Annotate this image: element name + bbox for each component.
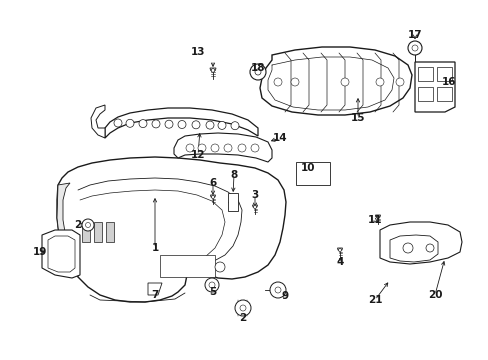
- Polygon shape: [57, 183, 78, 277]
- Circle shape: [230, 122, 239, 130]
- Text: 18: 18: [250, 63, 264, 73]
- Text: 2: 2: [74, 220, 81, 230]
- Circle shape: [215, 262, 224, 272]
- Circle shape: [402, 243, 412, 253]
- Polygon shape: [375, 215, 380, 217]
- Circle shape: [198, 144, 205, 152]
- Polygon shape: [260, 47, 411, 115]
- Circle shape: [425, 244, 433, 252]
- Circle shape: [211, 69, 214, 72]
- Circle shape: [375, 78, 383, 86]
- Bar: [436, 67, 451, 81]
- Polygon shape: [295, 162, 329, 185]
- Circle shape: [139, 120, 147, 127]
- Polygon shape: [414, 62, 454, 112]
- Text: 14: 14: [272, 133, 287, 143]
- Text: 15: 15: [350, 113, 365, 123]
- Polygon shape: [389, 235, 437, 262]
- Circle shape: [407, 41, 421, 55]
- Circle shape: [82, 219, 94, 231]
- Circle shape: [85, 222, 90, 228]
- Circle shape: [210, 144, 219, 152]
- Bar: [160, 255, 215, 277]
- Bar: [417, 87, 432, 101]
- Circle shape: [204, 278, 219, 292]
- Circle shape: [152, 120, 160, 128]
- Circle shape: [411, 45, 417, 51]
- Circle shape: [218, 121, 225, 129]
- Circle shape: [395, 78, 403, 86]
- Text: 11: 11: [367, 215, 382, 225]
- Circle shape: [224, 144, 231, 152]
- Circle shape: [238, 144, 245, 152]
- Polygon shape: [209, 68, 216, 71]
- Circle shape: [114, 119, 122, 127]
- Text: 20: 20: [427, 290, 441, 300]
- Circle shape: [274, 287, 281, 293]
- Polygon shape: [337, 248, 342, 250]
- Circle shape: [235, 300, 250, 316]
- Polygon shape: [57, 157, 285, 302]
- Text: 8: 8: [230, 170, 237, 180]
- Polygon shape: [48, 236, 75, 272]
- Circle shape: [254, 69, 261, 75]
- Bar: [436, 87, 451, 101]
- Text: 5: 5: [209, 287, 216, 297]
- Circle shape: [192, 121, 200, 129]
- Circle shape: [250, 144, 259, 152]
- Text: 17: 17: [407, 30, 422, 40]
- Text: 13: 13: [190, 47, 205, 57]
- Polygon shape: [105, 108, 258, 138]
- Circle shape: [178, 121, 185, 129]
- Polygon shape: [94, 222, 102, 242]
- Text: 1: 1: [151, 243, 158, 253]
- Polygon shape: [210, 195, 215, 197]
- Circle shape: [240, 305, 245, 311]
- Bar: [417, 67, 432, 81]
- Bar: [227, 193, 238, 211]
- Text: 9: 9: [281, 291, 288, 301]
- Circle shape: [269, 282, 285, 298]
- Polygon shape: [379, 222, 461, 264]
- Text: 16: 16: [441, 77, 455, 87]
- Circle shape: [205, 121, 214, 129]
- Circle shape: [376, 216, 379, 219]
- Polygon shape: [148, 283, 162, 295]
- Text: 10: 10: [300, 163, 315, 173]
- Polygon shape: [252, 205, 257, 207]
- Circle shape: [208, 282, 215, 288]
- Text: 19: 19: [33, 247, 47, 257]
- Text: 4: 4: [336, 257, 343, 267]
- Text: 7: 7: [151, 290, 159, 300]
- Circle shape: [164, 120, 173, 128]
- Circle shape: [253, 206, 256, 208]
- Text: 21: 21: [367, 295, 382, 305]
- Polygon shape: [91, 105, 105, 138]
- Circle shape: [185, 144, 194, 152]
- Circle shape: [126, 119, 134, 127]
- Circle shape: [290, 78, 298, 86]
- Circle shape: [273, 78, 282, 86]
- Text: 3: 3: [251, 190, 258, 200]
- Polygon shape: [174, 133, 271, 162]
- Polygon shape: [106, 222, 114, 242]
- Text: 2: 2: [239, 313, 246, 323]
- Circle shape: [338, 248, 341, 252]
- Polygon shape: [82, 222, 90, 242]
- Text: 12: 12: [190, 150, 205, 160]
- Circle shape: [211, 195, 214, 198]
- Circle shape: [249, 64, 265, 80]
- Text: 6: 6: [209, 178, 216, 188]
- Polygon shape: [42, 230, 80, 278]
- Circle shape: [340, 78, 348, 86]
